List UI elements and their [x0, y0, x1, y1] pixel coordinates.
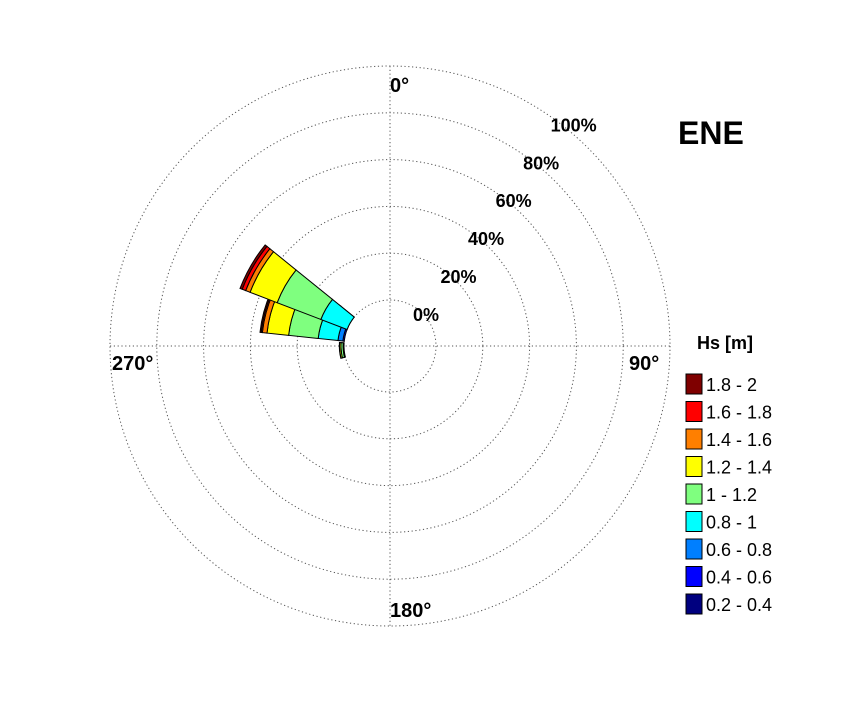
- radial-tick-0: 0%: [413, 305, 439, 325]
- legend-swatch-2: [685, 428, 703, 450]
- direction-label-180: 180°: [390, 600, 431, 622]
- sector-3-class-8: [239, 244, 268, 290]
- polar-grid: [109, 65, 671, 627]
- legend-swatch-1: [685, 401, 703, 422]
- legend-swatch-8: [685, 593, 703, 615]
- radial-tick-3: 60%: [496, 191, 532, 211]
- legend-swatch-0: [685, 373, 703, 395]
- legend: Hs [m] 1.8 - 2 1.6 - 1.8 1.4 - 1.6 1.2 - 1.…: [685, 333, 772, 615]
- grid-ring-0: [343, 299, 437, 393]
- legend-label-5: 0.8 - 1: [706, 513, 757, 533]
- radial-tick-labels: 0%20% 40% 60% 80% 100%: [413, 115, 597, 324]
- radial-tick-1: 20%: [441, 267, 477, 287]
- grid-ring-40: [249, 205, 531, 487]
- rose-sectors: [239, 244, 355, 359]
- legend-label-2: 1.4 - 1.6: [706, 430, 772, 450]
- legend-title: Hs [m]: [697, 333, 753, 353]
- axis-labels: 0° 90° 180° 270° 0%20% 40% 60% 80% 100%: [112, 75, 659, 622]
- radial-tick-2: 40%: [468, 229, 504, 249]
- direction-label-0: 0°: [390, 75, 409, 97]
- legend-label-3: 1.2 - 1.4: [706, 458, 772, 478]
- direction-label-270: 270°: [112, 353, 153, 375]
- sector-4-class-8: [338, 341, 342, 359]
- chart-title: ENE: [678, 115, 744, 151]
- legend-label-4: 1 - 1.2: [706, 485, 757, 505]
- legend-label-0: 1.8 - 2: [706, 375, 757, 395]
- legend-swatch-7: [685, 566, 703, 587]
- grid-ring-80: [156, 112, 624, 580]
- legend-label-8: 0.2 - 0.4: [706, 595, 772, 615]
- direction-label-90: 90°: [629, 353, 659, 375]
- legend-label-6: 0.6 - 0.8: [706, 540, 772, 560]
- legend-label-1: 1.6 - 1.8: [706, 403, 772, 423]
- legend-swatch-3: [685, 456, 703, 477]
- legend-swatch-6: [685, 538, 703, 560]
- radial-tick-4: 80%: [523, 153, 559, 173]
- legend-label-7: 0.4 - 0.6: [706, 568, 772, 588]
- radial-tick-5: 100%: [551, 115, 597, 135]
- grid-ring-60: [203, 159, 577, 533]
- legend-swatch-5: [685, 511, 703, 532]
- legend-swatch-4: [685, 483, 703, 505]
